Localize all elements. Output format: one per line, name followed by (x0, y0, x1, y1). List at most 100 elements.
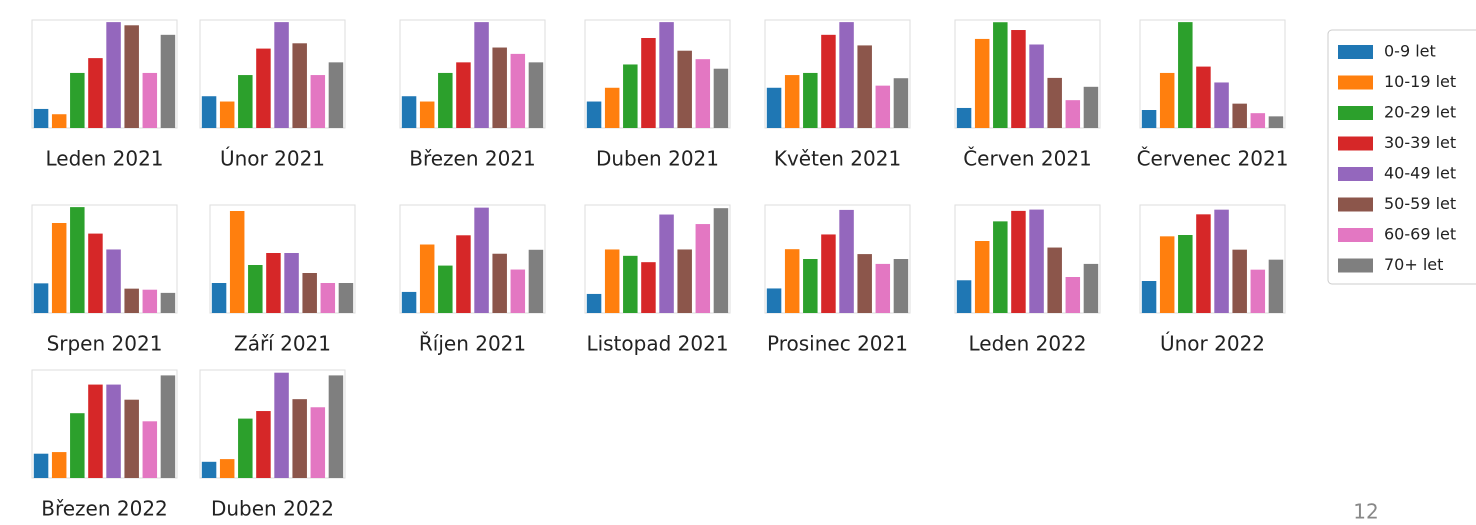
bar (1065, 100, 1081, 128)
chart-caption: Květen 2021 (774, 147, 901, 171)
bar (328, 375, 344, 478)
chart-caption: Říjen 2021 (419, 332, 526, 356)
bar (456, 62, 471, 129)
chart-caption: Leden 2021 (45, 147, 163, 171)
bar (993, 22, 1008, 128)
bar (33, 108, 49, 128)
bar (875, 263, 891, 313)
bar (238, 418, 253, 478)
bar (201, 96, 217, 128)
bar (528, 62, 544, 129)
plot-frame (399, 204, 546, 314)
bar (857, 254, 872, 313)
chart-caption: Červenec 2021 (1137, 147, 1289, 171)
legend-label: 60-69 let (1384, 225, 1456, 244)
bar (256, 48, 271, 128)
bar (695, 224, 711, 313)
bar (51, 452, 67, 478)
bar (1047, 247, 1062, 313)
bar (1214, 209, 1229, 313)
bar (803, 259, 818, 313)
legend-swatch (1338, 258, 1373, 273)
bar (623, 64, 638, 128)
bar (713, 68, 729, 128)
legend-box (1327, 29, 1476, 285)
bar (695, 59, 711, 129)
bar (974, 38, 990, 128)
bar (893, 259, 909, 313)
bar (784, 75, 800, 128)
plot-frame (31, 19, 178, 129)
bar (1196, 66, 1211, 128)
legend-label: 30-39 let (1384, 133, 1456, 152)
chart-caption: Duben 2022 (211, 497, 334, 521)
bar (766, 87, 782, 128)
bar (1011, 210, 1026, 313)
chart-caption: Leden 2022 (968, 332, 1086, 356)
bar (803, 72, 818, 128)
plot-frame (399, 19, 546, 129)
chart-caption: Březen 2022 (41, 497, 168, 521)
bar (492, 47, 507, 128)
bar (88, 233, 103, 313)
legend-label: 0-9 let (1384, 42, 1436, 61)
bar (1011, 30, 1026, 129)
legend-label: 40-49 let (1384, 164, 1456, 183)
bar (641, 38, 656, 128)
bar (510, 53, 526, 128)
bar (641, 262, 656, 313)
bar (160, 375, 176, 478)
bar (1232, 103, 1247, 128)
plot-frame (199, 369, 346, 479)
bar (974, 241, 990, 313)
bar (1047, 77, 1062, 128)
plot-frame (954, 19, 1101, 129)
bar (677, 50, 692, 128)
bar (784, 249, 800, 313)
chart-caption: Srpen 2021 (47, 332, 163, 356)
bar (1214, 82, 1229, 128)
bar (320, 283, 336, 313)
bar (266, 253, 281, 313)
bar (292, 43, 307, 129)
bar (160, 292, 176, 313)
bar (51, 223, 67, 313)
bar (211, 283, 227, 313)
bar (124, 25, 139, 129)
chart-caption: Únor 2022 (1160, 332, 1265, 356)
legend-label: 70+ let (1384, 255, 1443, 274)
bar (124, 399, 139, 478)
bar (238, 75, 253, 128)
bar (659, 214, 674, 313)
bar (142, 72, 158, 128)
bar (401, 291, 417, 313)
bar (310, 75, 326, 128)
bar (839, 209, 854, 313)
chart-caption: Červen 2021 (963, 147, 1092, 171)
chart-caption: Březen 2021 (409, 147, 536, 171)
bar (256, 411, 271, 478)
plot-frame (954, 204, 1101, 314)
bar (219, 101, 235, 128)
plot-frame (1139, 19, 1286, 129)
bar (474, 207, 489, 313)
bar (142, 421, 158, 478)
chart-caption: Únor 2021 (220, 147, 325, 171)
bar (893, 78, 909, 128)
bar (106, 22, 121, 129)
bar (604, 249, 620, 313)
bar (1083, 263, 1099, 313)
bar (659, 22, 674, 129)
bar (274, 22, 289, 129)
bar (106, 384, 121, 478)
bar (229, 211, 245, 313)
bar (1029, 209, 1044, 313)
bar (956, 280, 972, 313)
bar (51, 114, 67, 128)
bar (1029, 44, 1044, 129)
bar (1268, 116, 1284, 128)
bar (456, 235, 471, 313)
bar (310, 407, 326, 478)
bar (586, 293, 602, 313)
